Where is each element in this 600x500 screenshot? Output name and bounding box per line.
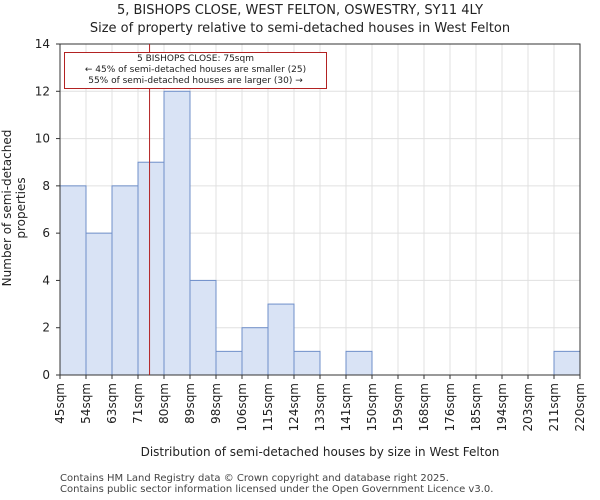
footer-copyright: Contains HM Land Registry data © Crown c… [60,473,449,484]
bar [137,161,165,376]
y-axis-label: Number of semi-detached properties [0,129,28,287]
x-tick-label: 71sqm [131,383,145,424]
x-tick-label: 194sqm [495,383,509,431]
y-tick-label: 14 [35,37,50,51]
bar [215,350,243,376]
x-tick-label: 159sqm [391,383,405,431]
x-tick-label: 141sqm [339,383,353,431]
x-tick-label: 54sqm [79,383,93,424]
x-tick-label: 89sqm [183,383,197,424]
x-tick-label: 124sqm [287,383,301,431]
x-tick-label: 185sqm [469,383,483,431]
bar [293,350,321,376]
property-annotation: 5 BISHOPS CLOSE: 75sqm ← 45% of semi-det… [64,52,327,89]
annotation-line-2: ← 45% of semi-detached houses are smalle… [84,65,307,75]
y-tick-label: 2 [42,321,50,335]
x-tick-label: 115sqm [261,383,275,431]
annotation-line-3: 55% of semi-detached houses are larger (… [88,76,303,86]
x-tick-label: 63sqm [105,383,119,424]
x-tick-label: 176sqm [443,383,457,431]
x-tick-label: 133sqm [313,383,327,431]
x-tick-label: 106sqm [235,383,249,431]
chart-title: 5, BISHOPS CLOSE, WEST FELTON, OSWESTRY,… [116,3,484,18]
chart-subtitle: Size of property relative to semi-detach… [89,21,511,36]
y-tick-label: 0 [42,368,50,382]
y-tick-label: 4 [42,273,50,287]
x-axis-label: Distribution of semi-detached houses by … [140,445,500,459]
bar [553,350,581,376]
y-tick-label: 6 [42,226,50,240]
y-tick-label: 10 [35,132,50,146]
bar [59,185,87,376]
bar [189,279,217,376]
bar [345,350,373,376]
x-tick-label: 211sqm [547,383,561,431]
x-tick-label: 45sqm [53,383,67,424]
x-tick-label: 80sqm [157,383,171,424]
x-tick-label: 98sqm [209,383,223,424]
bar [111,185,139,376]
y-tick-label: 12 [35,84,50,98]
x-tick-label: 168sqm [417,383,431,431]
footer-licence: Contains public sector information licen… [60,484,494,495]
bar [85,232,113,376]
y-tick-label: 8 [42,179,50,193]
bar [163,90,191,376]
x-tick-label: 220sqm [573,383,587,431]
x-tick-label: 203sqm [521,383,535,431]
x-tick-label: 150sqm [365,383,379,431]
annotation-line-1: 5 BISHOPS CLOSE: 75sqm [137,54,254,64]
bar [267,303,295,376]
bar [241,327,269,376]
